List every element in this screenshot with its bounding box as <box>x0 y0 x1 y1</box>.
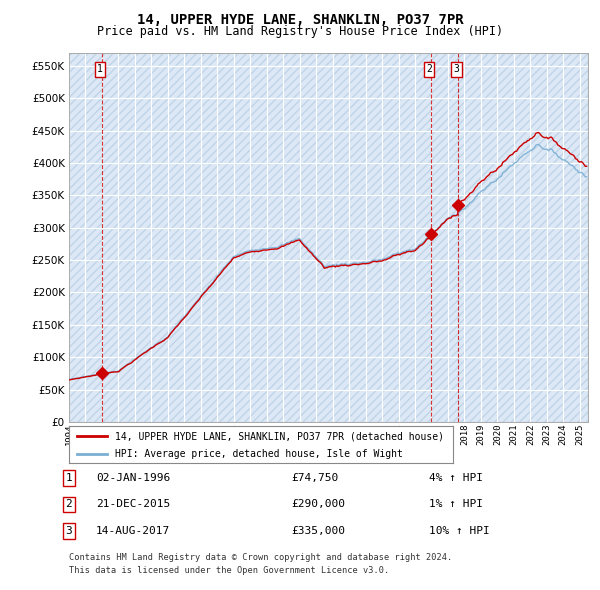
Text: 1% ↑ HPI: 1% ↑ HPI <box>429 500 483 509</box>
Text: £335,000: £335,000 <box>291 526 345 536</box>
Text: 10% ↑ HPI: 10% ↑ HPI <box>429 526 490 536</box>
Text: 02-JAN-1996: 02-JAN-1996 <box>96 473 170 483</box>
Text: Price paid vs. HM Land Registry's House Price Index (HPI): Price paid vs. HM Land Registry's House … <box>97 25 503 38</box>
Text: 14, UPPER HYDE LANE, SHANKLIN, PO37 7PR: 14, UPPER HYDE LANE, SHANKLIN, PO37 7PR <box>137 13 463 27</box>
Text: This data is licensed under the Open Government Licence v3.0.: This data is licensed under the Open Gov… <box>69 566 389 575</box>
Text: 1: 1 <box>97 64 103 74</box>
Text: 1: 1 <box>65 473 73 483</box>
Text: 4% ↑ HPI: 4% ↑ HPI <box>429 473 483 483</box>
Text: 3: 3 <box>65 526 73 536</box>
Text: 21-DEC-2015: 21-DEC-2015 <box>96 500 170 509</box>
Text: 14, UPPER HYDE LANE, SHANKLIN, PO37 7PR (detached house): 14, UPPER HYDE LANE, SHANKLIN, PO37 7PR … <box>115 431 444 441</box>
Text: 14-AUG-2017: 14-AUG-2017 <box>96 526 170 536</box>
Text: £290,000: £290,000 <box>291 500 345 509</box>
Text: £74,750: £74,750 <box>291 473 338 483</box>
Text: HPI: Average price, detached house, Isle of Wight: HPI: Average price, detached house, Isle… <box>115 449 403 459</box>
Text: 2: 2 <box>426 64 432 74</box>
Text: 3: 3 <box>453 64 459 74</box>
Text: 2: 2 <box>65 500 73 509</box>
Text: Contains HM Land Registry data © Crown copyright and database right 2024.: Contains HM Land Registry data © Crown c… <box>69 553 452 562</box>
